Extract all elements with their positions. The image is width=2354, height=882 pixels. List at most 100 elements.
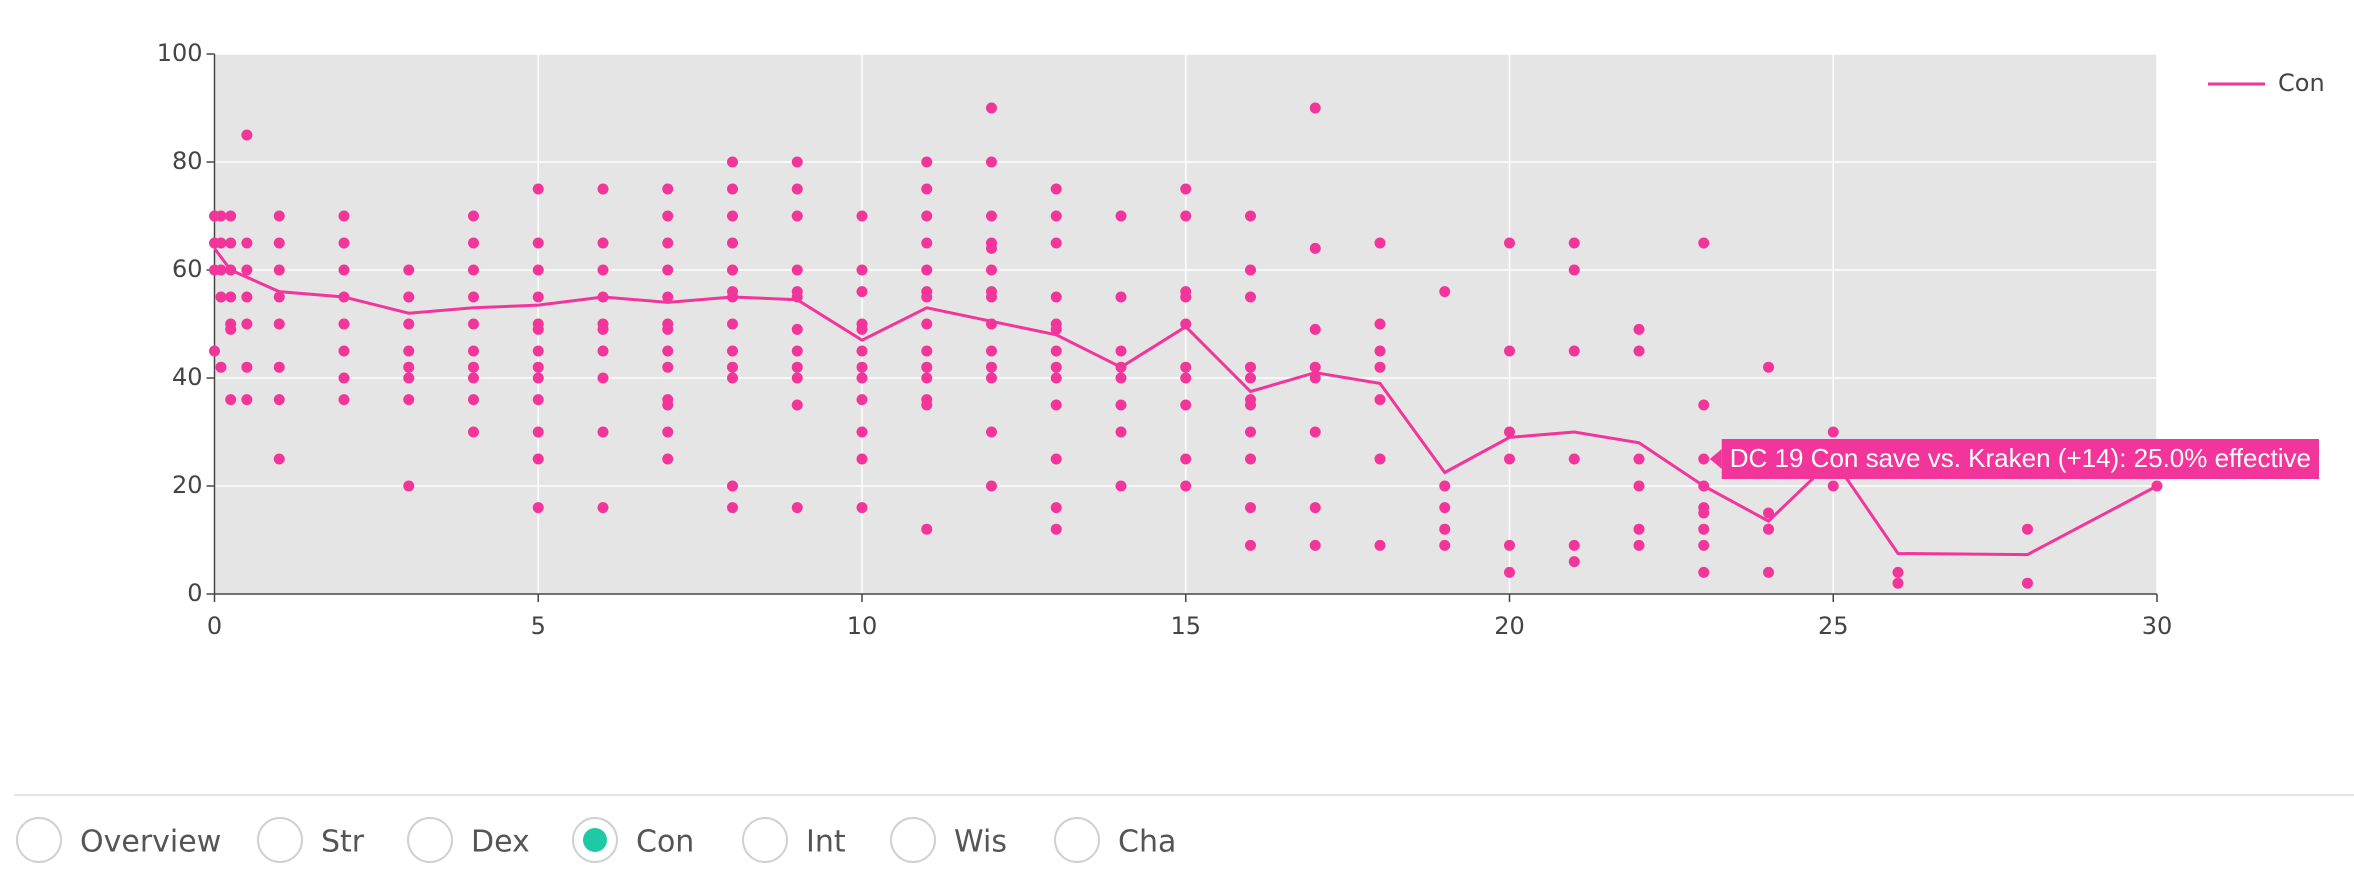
x-tick-label: 15 [1170, 612, 1201, 640]
scatter-point [1439, 286, 1451, 298]
scatter-point [1180, 480, 1192, 492]
scatter-point [1180, 291, 1192, 303]
scatter-point [986, 291, 997, 303]
y-tick-label: 40 [172, 363, 203, 391]
scatter-point [791, 502, 803, 514]
scatter-point [662, 237, 674, 249]
radio-button[interactable] [407, 817, 453, 863]
scatter-point [1504, 453, 1515, 465]
scatter-point [1115, 210, 1127, 222]
scatter-point [403, 345, 415, 357]
scatter-point [215, 237, 227, 249]
tooltip-text: DC 19 Con save vs. Kraken (+14): 25.0% e… [1730, 443, 2311, 473]
scatter-point [727, 502, 738, 514]
scatter-point [468, 426, 479, 438]
scatter-point [1827, 426, 1839, 438]
scatter-point [597, 183, 609, 195]
scatter-point [662, 361, 674, 373]
scatter-point [273, 361, 285, 373]
scatter-point [273, 210, 285, 222]
scatter-point [338, 237, 350, 249]
scatter-point [791, 323, 803, 335]
scatter-point [727, 318, 738, 330]
scatter-point [1245, 426, 1256, 438]
scatter-point [241, 129, 253, 141]
scatter-point [1309, 242, 1321, 254]
scatter-point [1633, 539, 1645, 551]
scatter-point [468, 372, 479, 384]
scatter-point [727, 361, 738, 373]
radio-button[interactable] [257, 817, 303, 863]
y-tick-label: 20 [172, 471, 203, 499]
scatter-point [1439, 539, 1451, 551]
scatter-point [921, 291, 933, 303]
radio-button[interactable] [742, 817, 788, 863]
scatter-point [273, 394, 285, 406]
scatter-point [921, 318, 933, 330]
scatter-point [1763, 361, 1774, 373]
scatter-point [1439, 502, 1451, 514]
scatter-point [532, 291, 544, 303]
scatter-point [1698, 566, 1710, 578]
radio-button[interactable] [16, 817, 62, 863]
scatter-point [338, 372, 350, 384]
scatter-point [856, 323, 868, 335]
scatter-point [791, 183, 803, 195]
radio-label[interactable]: Dex [471, 825, 530, 860]
scatter-point [791, 210, 803, 222]
radio-button[interactable] [890, 817, 936, 863]
x-tick-label: 0 [207, 612, 222, 640]
radio-label[interactable]: Con [636, 825, 694, 860]
scatter-point [1050, 210, 1062, 222]
radio-label[interactable]: Cha [1118, 825, 1176, 860]
scatter-point [856, 361, 868, 373]
radio-dot[interactable] [583, 828, 607, 852]
scatter-point [1892, 577, 1904, 589]
scatter-point [1050, 399, 1062, 411]
y-tick-label: 0 [187, 579, 202, 607]
scatter-point [727, 264, 738, 276]
radio-label[interactable]: Int [806, 825, 846, 860]
scatter-point [338, 345, 350, 357]
scatter-point [1309, 361, 1321, 373]
scatter-point [1245, 264, 1256, 276]
radio-label[interactable]: Overview [80, 825, 221, 860]
radio-label[interactable]: Str [321, 825, 365, 860]
scatter-point [1633, 345, 1645, 357]
scatter-point [1245, 210, 1256, 222]
scatter-point [986, 156, 997, 168]
scatter-point [532, 372, 544, 384]
scatter-point [241, 291, 253, 303]
scatter-point [1309, 102, 1321, 114]
scatter-point [662, 183, 674, 195]
scatter-point [1309, 426, 1321, 438]
scatter-point [532, 345, 544, 357]
y-tick-label: 80 [172, 147, 203, 175]
scatter-point [241, 361, 253, 373]
scatter-point [727, 372, 738, 384]
scatter-point [273, 264, 285, 276]
scatter-point [1568, 539, 1580, 551]
scatter-point [2022, 577, 2033, 589]
radio-button[interactable] [1054, 817, 1100, 863]
scatter-point [1633, 523, 1645, 535]
scatter-point [1309, 372, 1321, 384]
scatter-point [1245, 399, 1256, 411]
scatter-point [1568, 453, 1580, 465]
scatter-point [1504, 566, 1515, 578]
scatter-point [468, 237, 479, 249]
scatter-point [215, 264, 227, 276]
scatter-point [1504, 426, 1515, 438]
scatter-point [1115, 426, 1127, 438]
scatter-point [856, 345, 868, 357]
scatter-point [225, 237, 237, 249]
scatter-point [791, 345, 803, 357]
scatter-point [1568, 556, 1580, 568]
radio-label[interactable]: Wis [954, 825, 1007, 860]
scatter-point [856, 394, 868, 406]
scatter-point [1698, 539, 1710, 551]
scatter-point [1504, 345, 1515, 357]
scatter-point [791, 156, 803, 168]
scatter-point [2022, 523, 2033, 535]
y-tick-label: 60 [172, 255, 203, 283]
